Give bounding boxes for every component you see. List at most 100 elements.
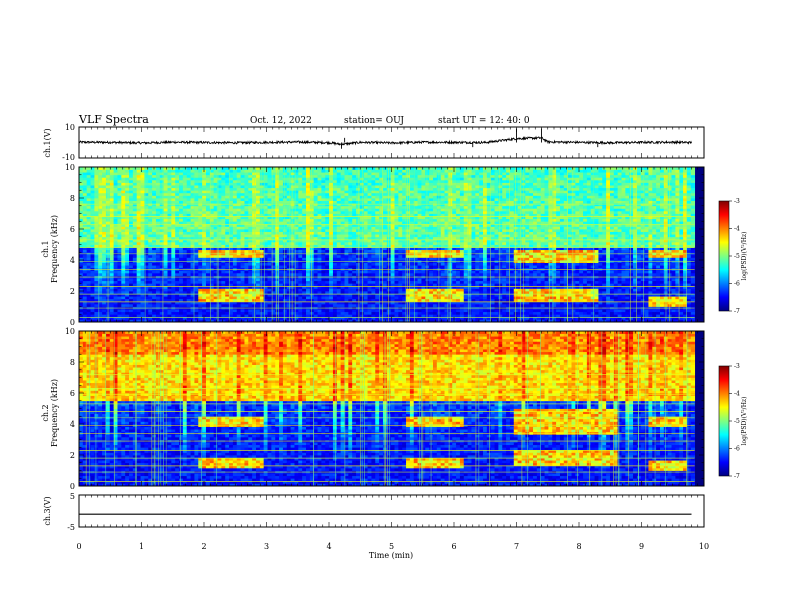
spectrogram-cell — [282, 203, 288, 207]
spectrogram-cell — [144, 309, 149, 313]
spectrogram-cell — [171, 236, 176, 240]
spectrogram-cell — [144, 177, 149, 181]
spectrogram-cell — [213, 244, 218, 248]
spectrogram-cell — [252, 316, 257, 320]
spectrogram-cell — [159, 167, 165, 170]
spectrogram-cell — [352, 291, 357, 294]
spectrogram-cell — [163, 195, 168, 199]
spectrogram-cell — [155, 177, 161, 181]
spectrogram-cell — [102, 210, 107, 214]
spectrogram-cell — [121, 218, 126, 222]
spectrogram-cell — [263, 231, 268, 235]
spectrogram-cell — [382, 314, 388, 318]
spectrogram-cell — [198, 262, 203, 266]
spectrogram-cell — [79, 270, 84, 274]
spectrogram-cell — [152, 278, 157, 282]
spectrogram-cell — [113, 319, 118, 322]
spectrogram-cell — [309, 285, 315, 289]
spectrogram-cell — [340, 174, 345, 178]
spectrogram-cell — [248, 316, 253, 320]
spectrogram-cell — [94, 179, 99, 183]
spectrogram-cell — [125, 272, 130, 276]
spectrogram-cell — [194, 172, 199, 176]
spectrogram-cell — [232, 257, 238, 261]
spectrogram-cell — [282, 236, 288, 240]
spectrogram-cell — [186, 314, 191, 318]
spectrogram-cell — [329, 203, 334, 207]
spectrogram-cell — [356, 311, 361, 315]
spectrogram-cell — [379, 200, 384, 204]
spectrogram-cell — [244, 244, 249, 248]
spectrogram-cell — [171, 311, 176, 315]
spectrogram-cell — [248, 192, 253, 196]
spectrogram-cell — [152, 169, 157, 173]
spectrogram-cell — [79, 262, 84, 266]
spectrogram-cell — [348, 167, 353, 170]
spectrogram-cell — [186, 265, 191, 269]
spectrogram-cell — [217, 231, 222, 235]
spectrogram-cell — [159, 192, 165, 196]
spectrogram-cell — [148, 177, 153, 181]
spectrogram-cell — [340, 177, 345, 181]
spectrogram-cell — [279, 262, 284, 266]
spectrogram-cell — [82, 216, 88, 220]
spectrogram-cell — [340, 265, 345, 269]
spectrogram-cell — [248, 210, 253, 214]
spectrogram-cell — [332, 205, 338, 209]
spectrogram-cell — [275, 172, 280, 176]
spectrogram-cell — [140, 192, 145, 196]
spectrogram-cell — [175, 200, 180, 204]
spectrogram-cell — [140, 257, 145, 261]
spectrogram-cell — [317, 190, 322, 194]
spectrogram-cell — [352, 249, 357, 253]
spectrogram-cell — [209, 272, 215, 276]
spectrogram-cell — [205, 309, 211, 313]
spectrogram-cell — [375, 244, 380, 248]
spectrogram-cell — [159, 223, 165, 227]
spectrogram-cell — [155, 221, 161, 225]
spectrogram-cell — [132, 249, 138, 253]
spectrogram-cell — [98, 280, 103, 284]
spectrogram-cell — [132, 309, 138, 313]
spectrogram-cell — [286, 229, 292, 232]
spectrogram-cell — [205, 195, 211, 199]
spectrogram-cell — [336, 247, 342, 251]
spectrogram-cell — [259, 262, 265, 266]
spectrogram-cell — [159, 182, 165, 186]
spectrogram-cell — [86, 293, 91, 297]
spectrogram-cell — [140, 185, 145, 189]
spectrogram-cell — [375, 280, 380, 284]
spectrogram-cell — [86, 192, 91, 196]
spectrogram-cell — [244, 309, 249, 313]
ch1-waveform-line — [78, 135, 692, 147]
spectrogram-cell — [363, 247, 368, 251]
spectrogram-cell — [329, 296, 334, 300]
spectrogram-cell — [367, 298, 372, 302]
spectrogram-cell — [244, 218, 249, 222]
spectrogram-cell — [232, 221, 238, 225]
spectrogram-cell — [190, 205, 195, 209]
spectrogram-cell — [352, 311, 357, 315]
spectrogram-cell — [282, 205, 288, 209]
spectrogram-cell — [163, 213, 168, 217]
spectrogram-cell — [144, 298, 149, 302]
spectrogram-cell — [82, 298, 88, 302]
spectrogram-cell — [113, 270, 118, 274]
spectrogram-cell — [109, 241, 115, 245]
spectrogram-cell — [232, 223, 238, 227]
spectrogram-cell — [244, 316, 249, 320]
spectrogram-cell — [282, 285, 288, 289]
spectrogram-cell — [232, 169, 238, 173]
spectrogram-cell — [152, 190, 157, 194]
spectrogram-cell — [190, 234, 195, 238]
spectrogram-cell — [290, 236, 295, 240]
spectrogram-cell — [136, 167, 141, 170]
spectrogram-cell — [252, 172, 257, 176]
spectrogram-cell — [371, 314, 376, 318]
spectrogram-cell — [205, 280, 211, 284]
spectrogram-cell — [109, 205, 115, 209]
spectrogram-cell — [186, 169, 191, 173]
spectrogram-cell — [186, 210, 191, 214]
spectrogram-cell — [344, 223, 349, 227]
spectrogram-cell — [232, 210, 238, 214]
